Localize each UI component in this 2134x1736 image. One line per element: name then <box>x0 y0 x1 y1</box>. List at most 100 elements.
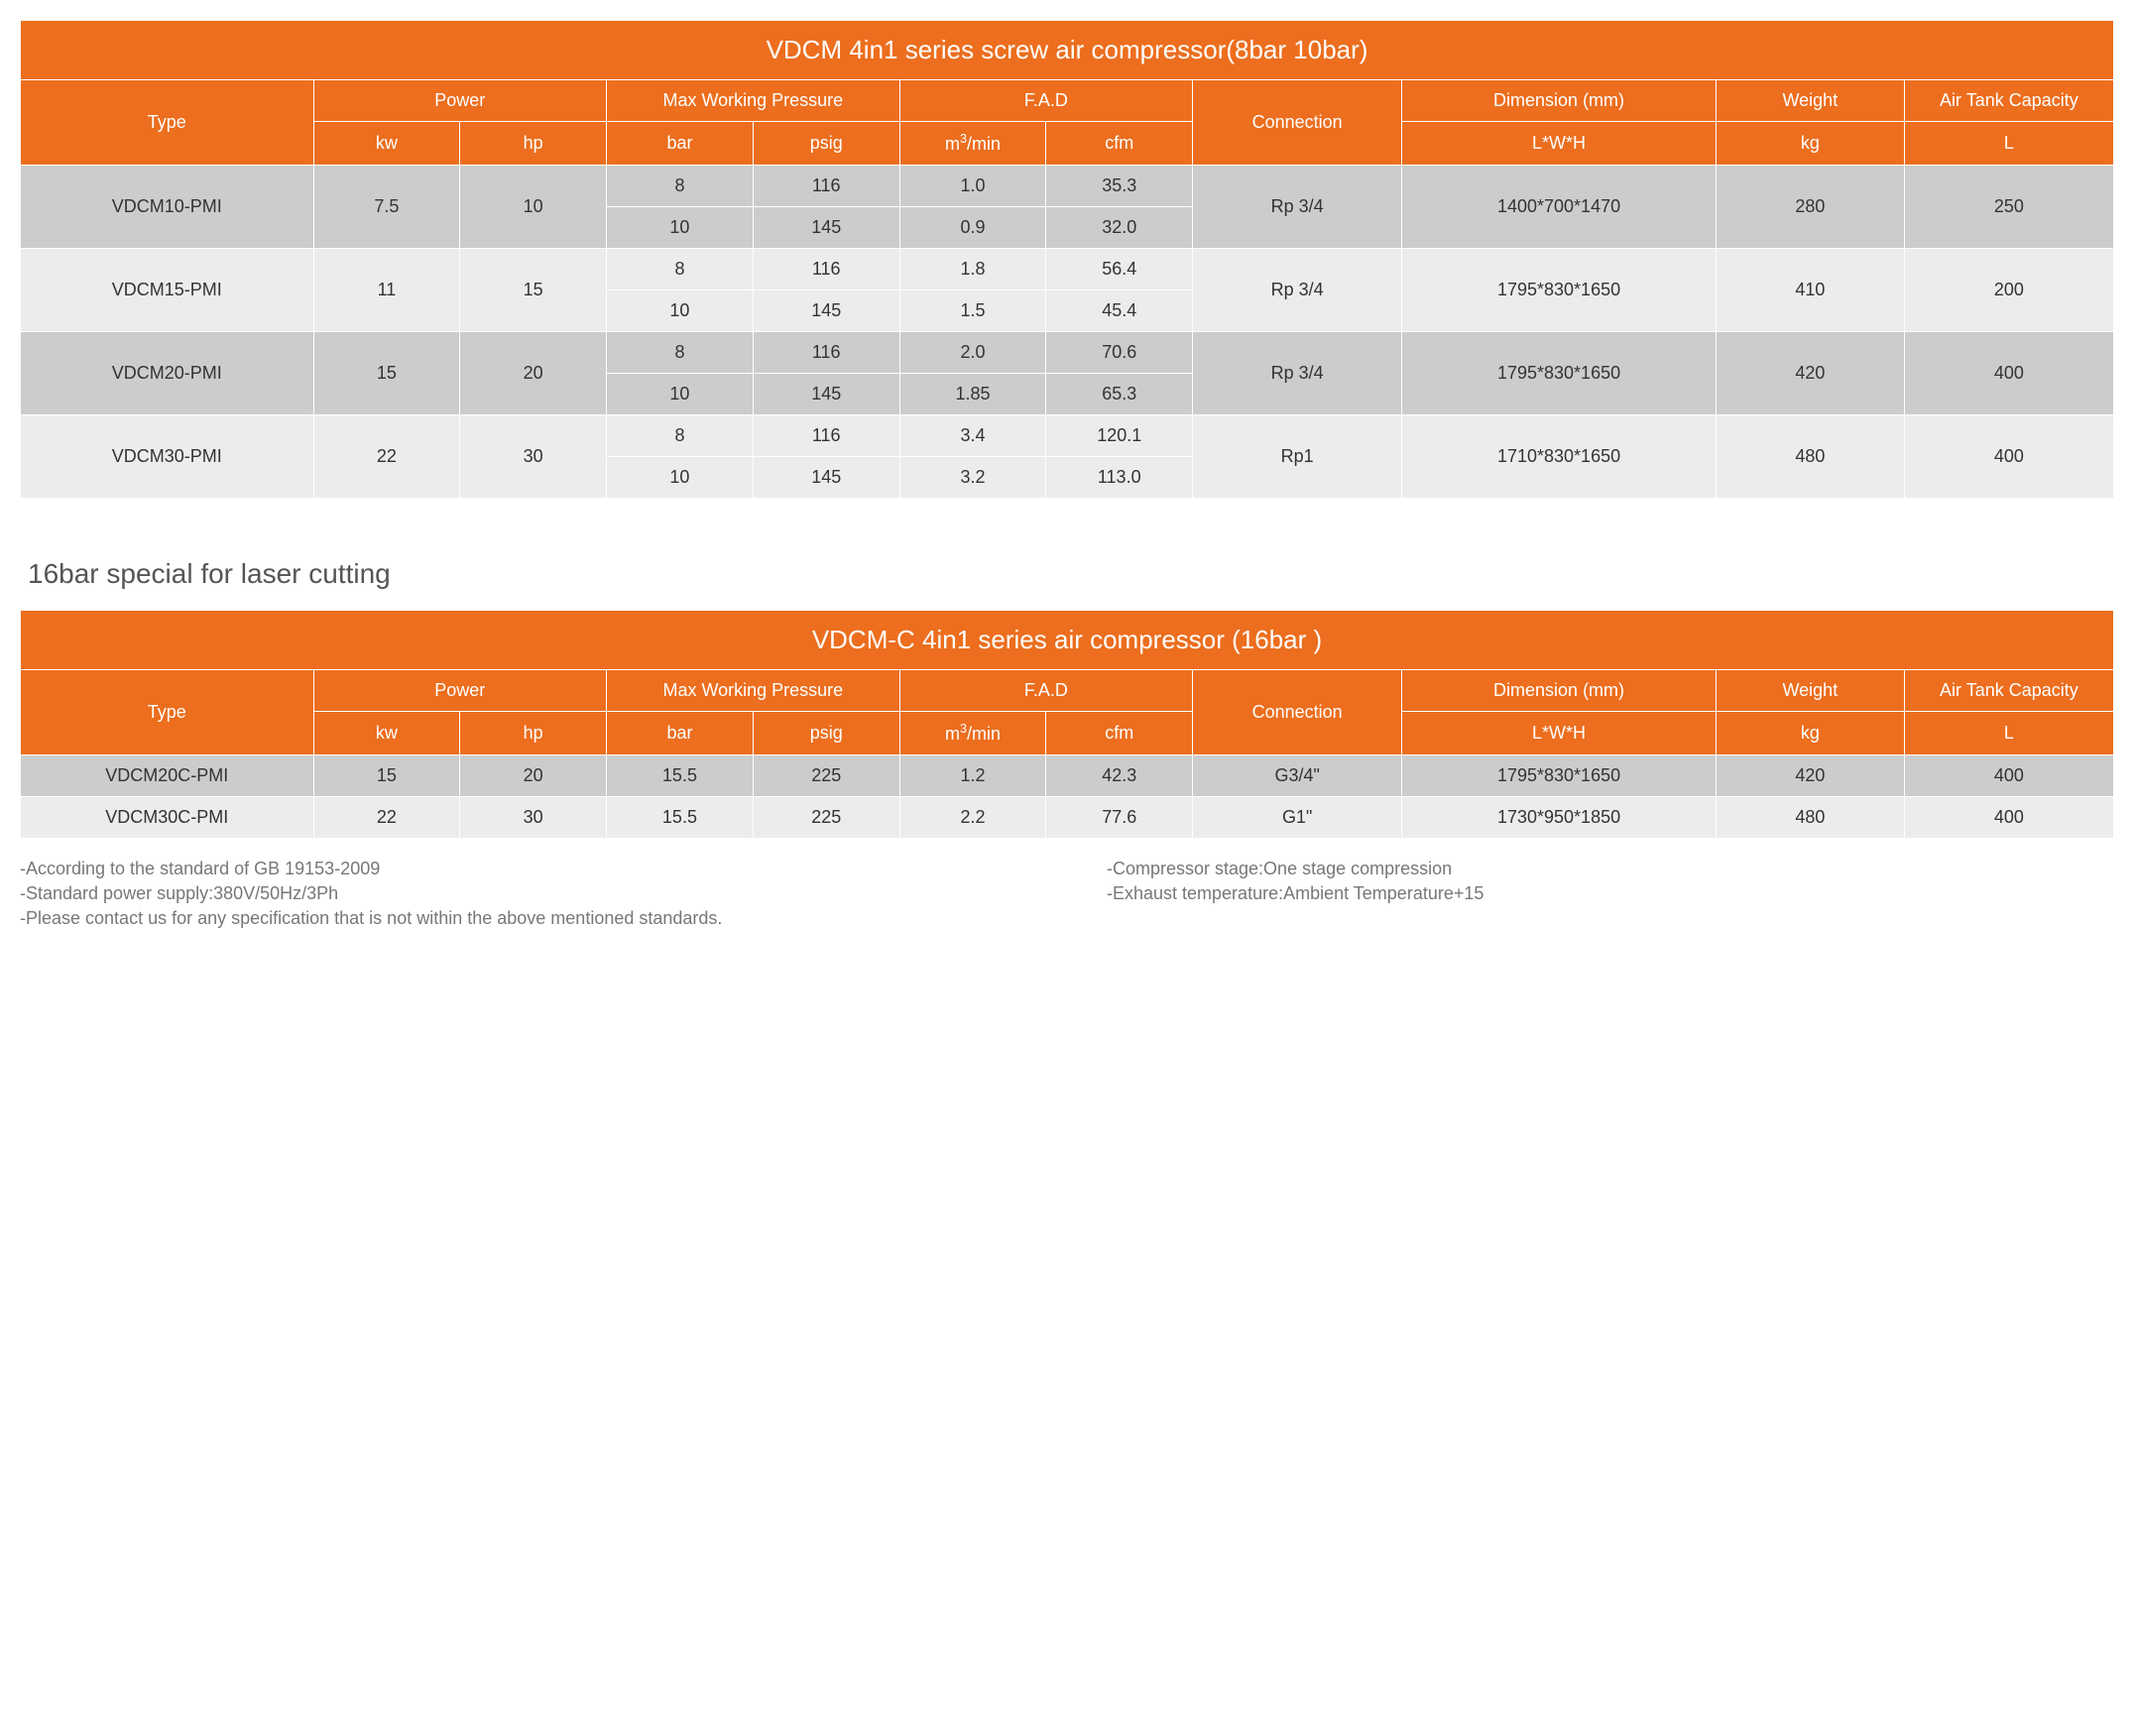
cell-weight: 280 <box>1716 166 1904 249</box>
col-dimension: Dimension (mm) <box>1402 80 1717 122</box>
cell-cfm: 70.6 <box>1046 332 1193 374</box>
col-lwh: L*W*H <box>1402 122 1717 166</box>
cell-cfm: 65.3 <box>1046 374 1193 415</box>
cell-kw: 11 <box>313 249 460 332</box>
cell-kw: 22 <box>313 797 460 839</box>
cell-tank: 400 <box>1904 332 2113 415</box>
col-maxwp: Max Working Pressure <box>607 80 900 122</box>
cell-m3min: 0.9 <box>899 207 1046 249</box>
col-airtank: Air Tank Capacity <box>1904 670 2113 712</box>
cell-tank: 250 <box>1904 166 2113 249</box>
cell-type: VDCM30C-PMI <box>21 797 314 839</box>
cell-psig: 145 <box>753 290 899 332</box>
cell-connection: Rp 3/4 <box>1193 249 1402 332</box>
cell-connection: Rp 3/4 <box>1193 332 1402 415</box>
col-airtank: Air Tank Capacity <box>1904 80 2113 122</box>
cell-weight: 480 <box>1716 797 1904 839</box>
cell-dimension: 1795*830*1650 <box>1402 332 1717 415</box>
cell-bar: 15.5 <box>607 755 754 797</box>
cell-tank: 400 <box>1904 755 2113 797</box>
col-type: Type <box>21 670 314 755</box>
cell-hp: 30 <box>460 415 607 499</box>
footnotes: -According to the standard of GB 19153-2… <box>20 857 2114 906</box>
col-weight: Weight <box>1716 80 1904 122</box>
cell-weight: 420 <box>1716 755 1904 797</box>
cell-dimension: 1710*830*1650 <box>1402 415 1717 499</box>
cell-m3min: 1.2 <box>899 755 1046 797</box>
col-L: L <box>1904 122 2113 166</box>
col-bar: bar <box>607 712 754 755</box>
cell-psig: 145 <box>753 374 899 415</box>
col-maxwp: Max Working Pressure <box>607 670 900 712</box>
col-fad: F.A.D <box>899 80 1193 122</box>
col-connection: Connection <box>1193 670 1402 755</box>
table1-title: VDCM 4in1 series screw air compressor(8b… <box>21 21 2114 80</box>
col-lwh: L*W*H <box>1402 712 1717 755</box>
table-vdcm-c-4in1: VDCM-C 4in1 series air compressor (16bar… <box>20 610 2114 839</box>
cell-type: VDCM15-PMI <box>21 249 314 332</box>
cell-psig: 145 <box>753 457 899 499</box>
cell-cfm: 120.1 <box>1046 415 1193 457</box>
cell-m3min: 3.4 <box>899 415 1046 457</box>
cell-bar: 8 <box>607 415 754 457</box>
cell-hp: 10 <box>460 166 607 249</box>
cell-cfm: 45.4 <box>1046 290 1193 332</box>
cell-weight: 410 <box>1716 249 1904 332</box>
note-full: -Please contact us for any specification… <box>20 908 2114 929</box>
cell-dimension: 1730*950*1850 <box>1402 797 1717 839</box>
cell-cfm: 35.3 <box>1046 166 1193 207</box>
col-connection: Connection <box>1193 80 1402 166</box>
cell-psig: 116 <box>753 249 899 290</box>
col-kg: kg <box>1716 122 1904 166</box>
note-left-1: -Standard power supply:380V/50Hz/3Ph <box>20 881 1027 906</box>
cell-weight: 420 <box>1716 332 1904 415</box>
cell-m3min: 3.2 <box>899 457 1046 499</box>
col-hp: hp <box>460 712 607 755</box>
cell-bar: 10 <box>607 457 754 499</box>
cell-dimension: 1400*700*1470 <box>1402 166 1717 249</box>
cell-hp: 20 <box>460 332 607 415</box>
cell-kw: 15 <box>313 755 460 797</box>
cell-psig: 116 <box>753 332 899 374</box>
cell-bar: 10 <box>607 207 754 249</box>
cell-weight: 480 <box>1716 415 1904 499</box>
cell-psig: 116 <box>753 415 899 457</box>
table-row: VDCM20-PMI152081162.070.6Rp 3/41795*830*… <box>21 332 2114 374</box>
table-row: VDCM20C-PMI152015.52251.242.3G3/4"1795*8… <box>21 755 2114 797</box>
col-kw: kw <box>313 712 460 755</box>
note-right-0: -Compressor stage:One stage compression <box>1107 857 2114 881</box>
cell-m3min: 1.5 <box>899 290 1046 332</box>
cell-connection: G3/4" <box>1193 755 1402 797</box>
cell-connection: G1" <box>1193 797 1402 839</box>
cell-dimension: 1795*830*1650 <box>1402 755 1717 797</box>
cell-psig: 145 <box>753 207 899 249</box>
col-kg: kg <box>1716 712 1904 755</box>
cell-cfm: 113.0 <box>1046 457 1193 499</box>
col-cfm: cfm <box>1046 122 1193 166</box>
note-right-1: -Exhaust temperature:Ambient Temperature… <box>1107 881 2114 906</box>
col-psig: psig <box>753 122 899 166</box>
table-vdcm-4in1: VDCM 4in1 series screw air compressor(8b… <box>20 20 2114 499</box>
note-left-0: -According to the standard of GB 19153-2… <box>20 857 1027 881</box>
col-psig: psig <box>753 712 899 755</box>
cell-dimension: 1795*830*1650 <box>1402 249 1717 332</box>
cell-hp: 15 <box>460 249 607 332</box>
cell-psig: 116 <box>753 166 899 207</box>
cell-kw: 15 <box>313 332 460 415</box>
table2-title: VDCM-C 4in1 series air compressor (16bar… <box>21 611 2114 670</box>
cell-hp: 20 <box>460 755 607 797</box>
cell-m3min: 2.0 <box>899 332 1046 374</box>
table-row: VDCM30C-PMI223015.52252.277.6G1"1730*950… <box>21 797 2114 839</box>
cell-hp: 30 <box>460 797 607 839</box>
col-m3min: m3/min <box>899 122 1046 166</box>
cell-connection: Rp 3/4 <box>1193 166 1402 249</box>
cell-connection: Rp1 <box>1193 415 1402 499</box>
col-power: Power <box>313 670 607 712</box>
cell-m3min: 2.2 <box>899 797 1046 839</box>
col-m3min: m3/min <box>899 712 1046 755</box>
cell-kw: 7.5 <box>313 166 460 249</box>
cell-m3min: 1.8 <box>899 249 1046 290</box>
cell-bar: 8 <box>607 166 754 207</box>
col-fad: F.A.D <box>899 670 1193 712</box>
cell-tank: 400 <box>1904 415 2113 499</box>
